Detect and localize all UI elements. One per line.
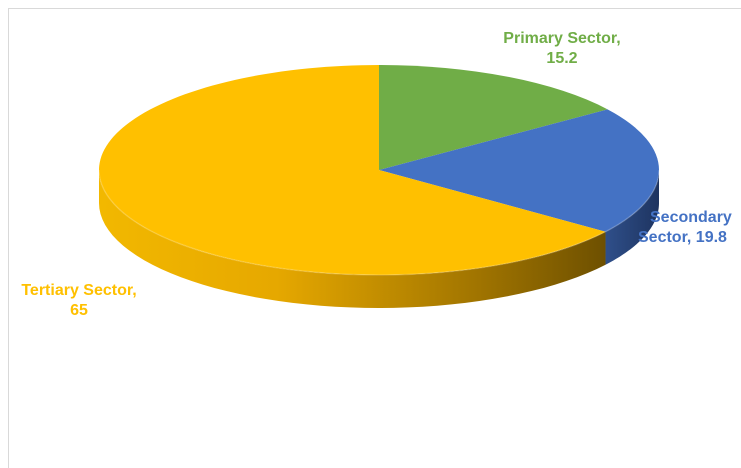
data-label-tertiary-sector: Tertiary Sector, 65 <box>21 282 136 319</box>
chart-frame <box>8 8 741 468</box>
data-label-secondary-sector: Secondary Sector, 19.8 <box>638 209 732 246</box>
pie-slice-tertiary-sector <box>99 65 606 275</box>
pie-slice-secondary-sector <box>379 109 660 232</box>
pie-chart: Primary Sector, 15.2 Secondary Sector, 19.8… <box>21 30 732 319</box>
pie-rim-highlight <box>98 169 660 276</box>
pie-side-secondary-sector <box>605 170 659 265</box>
pie-side-tertiary-sector <box>99 170 606 308</box>
pie-slice-primary-sector <box>379 64 608 170</box>
data-label-primary-sector: Primary Sector, 15.2 <box>503 30 620 67</box>
